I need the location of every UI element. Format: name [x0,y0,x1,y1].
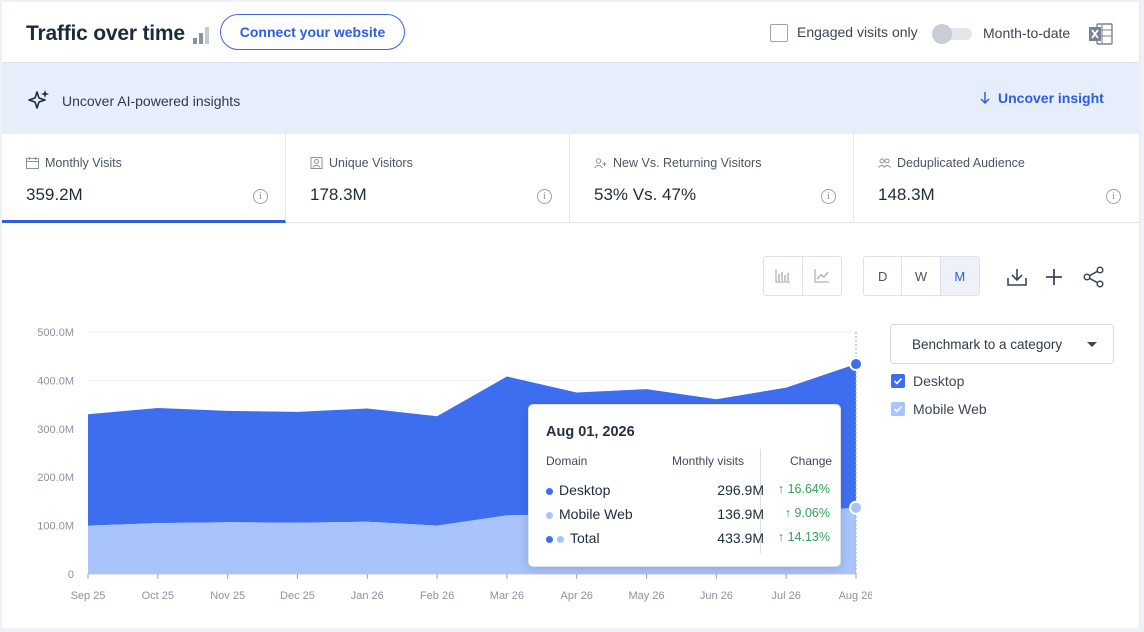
tooltip-row-name: Desktop [559,482,611,498]
rank-bars-icon[interactable] [192,26,210,44]
uncover-insight-button[interactable]: Uncover insight [980,90,1104,106]
line-chart-icon [814,269,829,283]
benchmark-label: Benchmark to a category [912,336,1063,352]
x-tick-label: Aug 26 [839,590,872,602]
info-icon[interactable]: i [1106,189,1121,204]
chart-tooltip: Aug 01, 2026 Domain Monthly visits Chang… [528,404,841,567]
tooltip-col-domain: Domain [546,454,588,468]
tooltip-row-change: ↑ 9.06% [784,506,830,520]
ai-insights-bar: Uncover AI-powered insights Uncover insi… [2,62,1140,134]
tooltip-col-change: Change [790,454,833,468]
legend-label: Mobile Web [913,401,987,417]
legend-item-desktop[interactable]: Desktop [891,373,964,389]
y-tick-label: 300.0M [37,424,74,436]
hover-point-desktop [849,357,863,372]
legend-item-mobile-web[interactable]: Mobile Web [891,401,987,417]
tooltip-row-total: Total 433.9M ↑ 14.13% [546,530,836,550]
info-icon[interactable]: i [253,189,268,204]
people-icon [878,158,891,168]
granularity-week-button[interactable]: W [902,257,941,295]
tooltip-row-name: Mobile Web [559,506,633,522]
metric-tabs: Monthly Visits 359.2M i Unique Visitors … [2,134,1140,223]
y-tick-label: 400.0M [37,375,74,387]
tab-monthly-visits[interactable]: Monthly Visits 359.2M i [2,134,286,223]
tooltip-row-change: ↑ 14.13% [777,530,830,544]
tooltip-divider [760,449,761,553]
excel-export-icon[interactable] [1088,22,1114,46]
metric-value: 178.3M [310,185,367,204]
tab-unique-visitors[interactable]: Unique Visitors 178.3M i [286,134,570,223]
calendar-icon [26,157,39,169]
x-tick-label: May 26 [629,590,665,602]
granularity-month-button[interactable]: M [940,257,980,295]
x-tick-label: Jan 26 [351,590,384,602]
info-icon[interactable]: i [537,189,552,204]
x-tick-label: Feb 26 [420,590,454,602]
line-chart-button[interactable] [803,257,842,295]
checkbox-checked-icon [891,402,905,416]
person-add-icon [594,158,607,169]
month-to-date-toggle[interactable] [932,24,972,44]
page-title: Traffic over time [26,22,185,45]
metric-label: Monthly Visits [45,156,122,170]
legend-label: Desktop [913,373,965,389]
engaged-visits-label: Engaged visits only [797,24,918,40]
x-tick-label: Nov 25 [210,590,245,602]
x-tick-label: Jun 26 [700,590,733,602]
uncover-insight-label: Uncover insight [998,90,1104,106]
x-tick-label: Apr 26 [561,590,593,602]
info-icon[interactable]: i [821,189,836,204]
metric-label: Deduplicated Audience [897,156,1025,170]
tab-deduplicated-audience[interactable]: Deduplicated Audience 148.3M i [854,134,1138,223]
tooltip-row-name: Total [570,530,600,546]
tooltip-date: Aug 01, 2026 [546,424,635,440]
chart-type-toggle [763,256,842,296]
connect-website-button[interactable]: Connect your website [220,14,405,50]
hover-point-mobile-web [849,500,863,515]
granularity-toggle: D W M [863,256,980,296]
tooltip-row-value: 136.9M [717,506,764,522]
caret-down-icon [1087,342,1097,347]
x-tick-label: Jul 26 [772,590,801,602]
ai-insights-text: Uncover AI-powered insights [62,93,241,109]
arrow-down-icon [980,92,990,105]
person-icon [310,157,323,169]
benchmark-dropdown[interactable]: Benchmark to a category [890,324,1114,364]
tooltip-row-value: 433.9M [717,530,764,546]
bar-chart-button[interactable] [764,257,803,295]
tab-new-vs-returning[interactable]: New Vs. Returning Visitors 53% Vs. 47% i [570,134,854,223]
y-tick-label: 100.0M [37,521,74,533]
tooltip-row-change: ↑ 16.64% [777,482,830,496]
month-to-date-label: Month-to-date [983,25,1071,41]
checkbox-checked-icon [891,374,905,388]
add-icon[interactable] [1043,266,1065,288]
x-tick-label: Mar 26 [490,590,524,602]
tooltip-row-value: 296.9M [717,482,764,498]
y-tick-label: 500.0M [37,327,74,339]
metric-value: 359.2M [26,185,83,204]
share-icon[interactable] [1083,266,1105,288]
metric-label: Unique Visitors [329,156,413,170]
sparkle-icon [28,90,49,109]
metric-value: 148.3M [878,185,935,204]
granularity-day-button[interactable]: D [864,257,903,295]
tooltip-col-visits: Monthly visits [672,454,745,468]
metric-label: New Vs. Returning Visitors [613,156,762,170]
bar-chart-icon [775,269,790,283]
x-tick-label: Sep 25 [71,590,106,602]
tooltip-row-mobile-web: Mobile Web 136.9M ↑ 9.06% [546,506,836,526]
tooltip-row-desktop: Desktop 296.9M ↑ 16.64% [546,482,836,502]
download-icon[interactable] [1006,266,1028,288]
x-tick-label: Dec 25 [280,590,315,602]
metric-value: 53% Vs. 47% [594,185,697,204]
y-tick-label: 0 [68,569,74,581]
y-tick-label: 200.0M [37,472,74,484]
x-tick-label: Oct 25 [142,590,174,602]
engaged-visits-checkbox[interactable] [770,24,788,42]
